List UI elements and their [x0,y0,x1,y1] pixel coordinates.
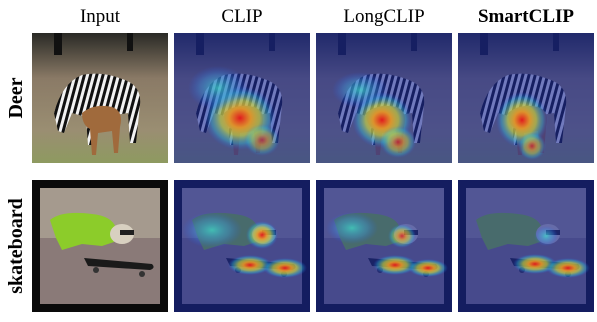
column-headers: Input CLIP LongCLIP SmartCLIP [80,6,574,27]
image-input [32,33,168,163]
column-header: CLIP [221,6,262,27]
row-label: skateboard [5,198,27,294]
figure: Input CLIP LongCLIP SmartCLIP Deer skate… [0,0,597,322]
heatmap-longclip [316,180,452,312]
heatmap-clip [174,33,310,163]
heatmap-smartclip [458,180,594,312]
heatmap-clip [174,180,310,312]
column-header: Input [80,6,121,27]
heatmap-smartclip [458,33,594,163]
row-label: Deer [5,77,27,118]
image-input [32,180,168,312]
column-header: SmartCLIP [478,6,574,27]
column-header: LongCLIP [343,6,424,27]
heatmap-longclip [316,33,452,163]
